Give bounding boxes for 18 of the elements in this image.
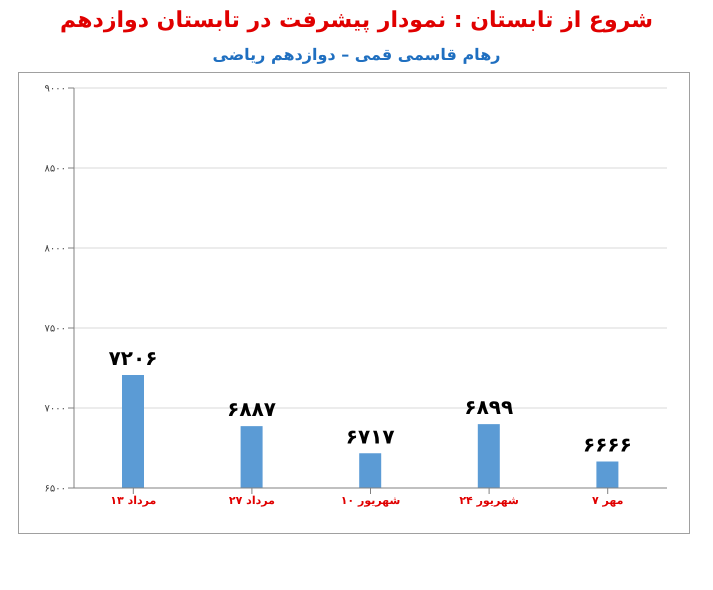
- x-tick-label: ۷ مهر: [592, 494, 624, 507]
- chart-subtitle: رهام قاسمی قمی – دوازدهم ریاضی: [212, 45, 502, 64]
- y-tick-label: ۹۰۰۰: [44, 84, 66, 95]
- data-label: ۷۲۰۶: [108, 346, 158, 370]
- data-label: ۶۸۹۹: [464, 395, 514, 420]
- x-tick-label: ۱۰ شهریور: [340, 494, 400, 507]
- y-tick-label: ۷۵۰۰: [44, 324, 66, 335]
- data-label: ۶۸۸۷: [227, 397, 276, 422]
- x-tick-label: ۲۴ شهریور: [459, 494, 519, 507]
- y-tick-label: ۸۵۰۰: [44, 164, 66, 175]
- data-label: ۶۷۱۷: [346, 424, 395, 448]
- x-tick-label: ۱۳ مرداد: [110, 494, 156, 507]
- y-tick-label: ۶۵۰۰: [44, 484, 66, 495]
- y-tick-label: ۸۰۰۰: [44, 244, 66, 255]
- x-tick-label: ۲۷ مرداد: [228, 494, 275, 507]
- y-tick-label: ۷۰۰۰: [44, 404, 66, 415]
- data-label: ۶۶۶۶: [582, 432, 632, 456]
- chart-title: شروع از تابستان : نمودار پیشرفت در تابستان دوازدهم: [59, 8, 654, 33]
